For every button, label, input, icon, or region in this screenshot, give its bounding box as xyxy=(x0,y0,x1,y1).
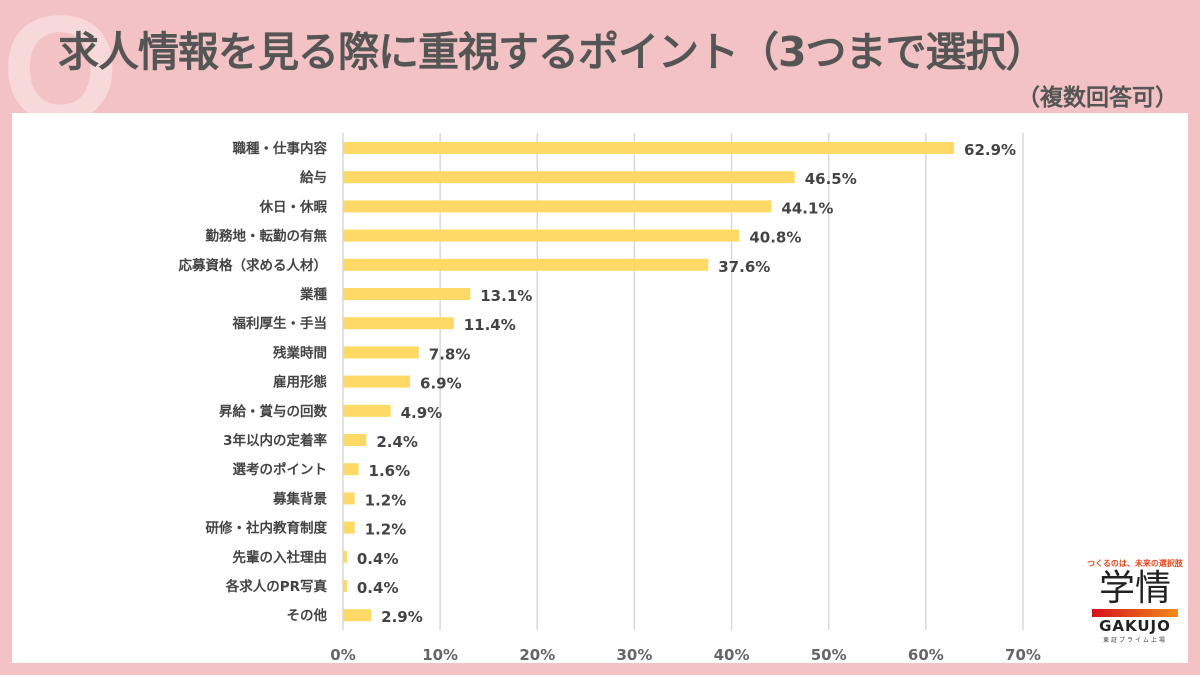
data-label: 46.5% xyxy=(805,170,857,188)
logo-name-en: GAKUJO xyxy=(1099,617,1171,635)
data-label: 4.9% xyxy=(401,404,443,422)
bar xyxy=(343,521,355,534)
data-label: 40.8% xyxy=(749,229,801,247)
category-label: 募集背景 xyxy=(272,490,327,507)
page-subtitle: （複数回答可） xyxy=(1017,85,1178,111)
bar xyxy=(343,171,795,184)
bar xyxy=(343,288,471,300)
x-tick-label: 50% xyxy=(811,646,847,664)
data-label: 6.9% xyxy=(420,375,462,393)
category-label: 研修・社内教育制度 xyxy=(206,520,328,537)
x-tick-label: 30% xyxy=(616,646,652,664)
category-label: 福利厚生・手当 xyxy=(232,315,328,332)
bar xyxy=(343,142,955,154)
category-label: 応募資格（求める人材） xyxy=(179,257,328,274)
logo-exchange: 東証プライム上場 xyxy=(1103,637,1167,644)
data-label: 13.1% xyxy=(480,287,532,305)
bar xyxy=(343,229,740,242)
x-tick-label: 20% xyxy=(519,646,555,664)
data-label: 2.4% xyxy=(376,433,418,451)
bar xyxy=(343,258,709,271)
bar xyxy=(343,550,347,563)
bar xyxy=(343,492,355,505)
data-label: 11.4% xyxy=(464,316,516,334)
bar xyxy=(343,609,372,622)
category-label: 昇給・賞与の回数 xyxy=(219,403,327,420)
category-label: 各求人のPR写真 xyxy=(225,578,328,595)
category-label: 給与 xyxy=(300,169,327,186)
data-label: 2.9% xyxy=(381,608,423,626)
data-label: 62.9% xyxy=(964,141,1016,159)
logo-bar xyxy=(1092,609,1178,617)
bar xyxy=(343,463,359,476)
category-label: 先輩の入社理由 xyxy=(233,549,328,566)
bar xyxy=(343,200,772,213)
bar xyxy=(343,317,454,330)
x-tick-label: 10% xyxy=(422,646,458,664)
data-label: 44.1% xyxy=(781,199,833,217)
bar xyxy=(343,404,391,417)
data-label: 37.6% xyxy=(718,258,770,276)
category-label: 休日・休暇 xyxy=(259,198,328,215)
x-tick-label: 60% xyxy=(908,646,944,664)
category-label: 選考のポイント xyxy=(233,461,328,478)
category-label: 業種 xyxy=(299,286,327,303)
x-tick-label: 0% xyxy=(330,646,355,664)
bar xyxy=(343,346,419,359)
category-label: 職種・仕事内容 xyxy=(233,140,328,157)
data-label: 1.6% xyxy=(369,462,411,480)
bar xyxy=(343,580,347,592)
data-label: 0.4% xyxy=(357,550,399,568)
x-tick-label: 40% xyxy=(714,646,750,664)
gakujo-logo: つくるのは、未来の選択肢 学情 GAKUJO 東証プライム上場 xyxy=(1080,558,1190,644)
category-label: 雇用形態 xyxy=(273,374,327,391)
page-title: 求人情報を見る際に重視するポイント（3つまで選択） xyxy=(58,28,1047,76)
data-label: 1.2% xyxy=(365,521,407,539)
category-label: 勤務地・転勤の有無 xyxy=(206,228,328,245)
data-label: 0.4% xyxy=(357,579,399,597)
logo-tagline: つくるのは、未来の選択肢 xyxy=(1087,559,1183,568)
bar xyxy=(343,434,367,446)
logo-name: 学情 xyxy=(1098,568,1171,609)
x-tick-label: 70% xyxy=(1005,646,1041,664)
data-label: 7.8% xyxy=(429,345,471,363)
category-label: その他 xyxy=(287,607,328,624)
data-label: 1.2% xyxy=(365,491,407,509)
category-label: 3年以内の定着率 xyxy=(223,432,327,449)
bar xyxy=(343,375,411,388)
category-label: 残業時間 xyxy=(273,344,327,361)
